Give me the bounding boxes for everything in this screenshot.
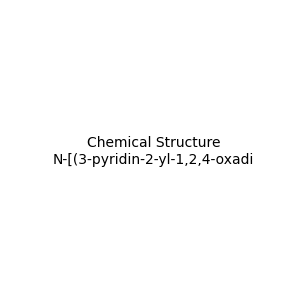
Text: Chemical Structure
N-[(3-pyridin-2-yl-1,2,4-oxadi: Chemical Structure N-[(3-pyridin-2-yl-1,… [53,136,254,166]
